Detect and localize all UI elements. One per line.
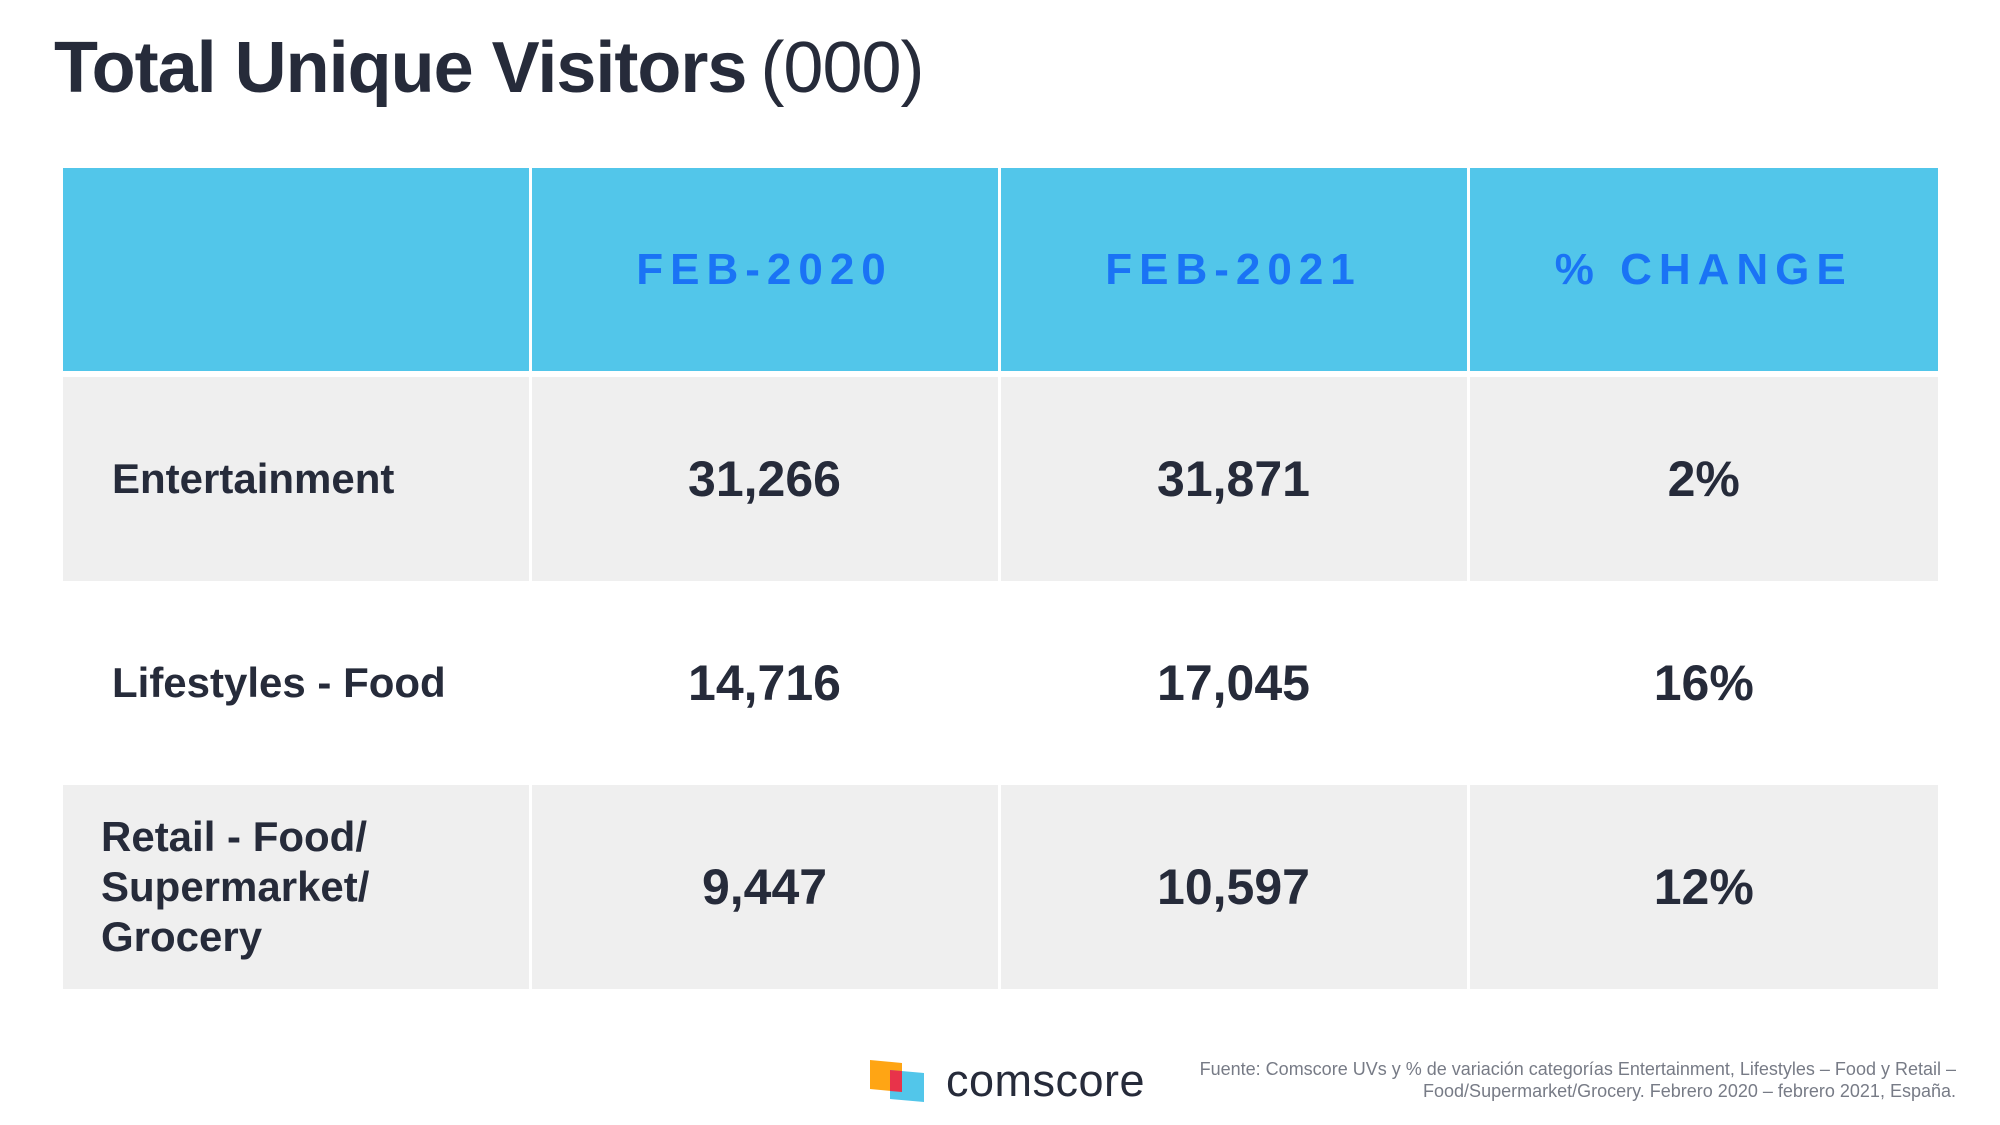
row-label-retail-food: Retail - Food/Supermarket/Grocery (63, 785, 532, 989)
header-feb-2020: FEB-2020 (530, 168, 1001, 377)
cell-feb-2021: 10,597 (999, 785, 1470, 989)
page-title: Total Unique Visitors (000) (54, 18, 925, 118)
cell-feb-2020: 31,266 (530, 374, 1001, 581)
table-header-row: FEB-2020 FEB-2021 % CHANGE (63, 168, 1938, 377)
title-unit: (000) (760, 28, 924, 108)
cell-feb-2021: 17,045 (999, 581, 1470, 785)
header-percent-change: % CHANGE (1468, 168, 1938, 377)
row-label-lifestyles-food: Lifestyles - Food (63, 581, 532, 785)
cell-change: 16% (1468, 581, 1938, 785)
comscore-logo-icon (870, 1060, 924, 1102)
cell-feb-2020: 9,447 (530, 785, 1001, 989)
visitors-table: FEB-2020 FEB-2021 % CHANGE Entertainment… (63, 168, 1938, 989)
table-row: Retail - Food/Supermarket/Grocery 9,447 … (63, 785, 1938, 989)
cell-feb-2020: 14,716 (530, 581, 1001, 785)
cell-feb-2021: 31,871 (999, 374, 1470, 581)
table-row: Entertainment 31,266 31,871 2% (63, 374, 1938, 581)
logo-text: comscore (946, 1055, 1146, 1106)
title-main: Total Unique Visitors (54, 28, 747, 108)
table-row: Lifestyles - Food 14,716 17,045 16% (63, 581, 1938, 785)
cell-change: 12% (1468, 785, 1938, 989)
comscore-logo: comscore (868, 1053, 1145, 1109)
header-empty-cell (63, 168, 532, 377)
source-note: Fuente: Comscore UVs y % de variación ca… (1199, 1059, 1956, 1101)
header-feb-2021: FEB-2021 (999, 168, 1470, 377)
row-label-entertainment: Entertainment (63, 374, 532, 581)
cell-change: 2% (1468, 374, 1938, 581)
